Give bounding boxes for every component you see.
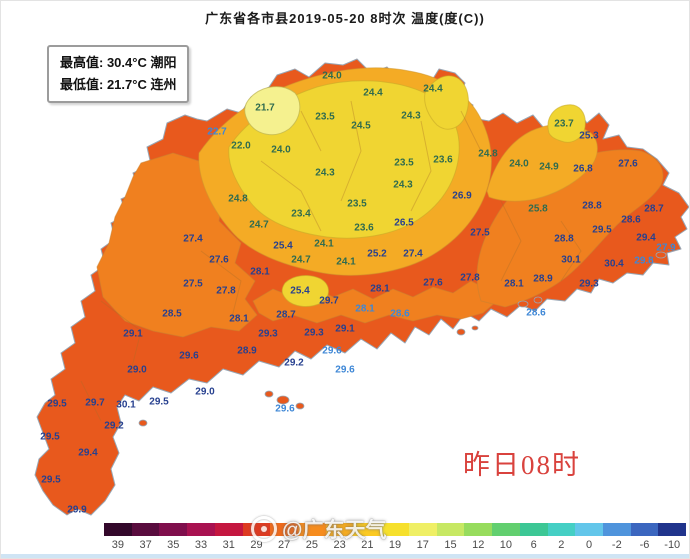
colorbar-tick: -2 <box>611 539 622 551</box>
colorbar-segment: 37 <box>131 523 160 551</box>
zone-23-east-patch <box>547 104 586 143</box>
colorbar-tick: -6 <box>639 539 650 551</box>
colorbar-tick: 19 <box>388 539 402 551</box>
colorbar-segment: 0 <box>575 523 603 551</box>
zone-23-delta-patch <box>281 275 329 307</box>
page-title: 广东省各市县2019-05-20 8时次 温度(度(C)) <box>205 11 485 26</box>
colorbar-segment: 6 <box>519 523 548 551</box>
colorbar-tick: 6 <box>530 539 537 551</box>
colorbar-tick: 35 <box>167 539 180 551</box>
watermark-text: @广东天气 <box>282 519 387 542</box>
minmax-legend-box: 最高值: 30.4°C 潮阳 最低值: 21.7°C 连州 <box>47 45 190 104</box>
colorbar-segment: 27 <box>270 523 299 551</box>
colorbar-tick: 25 <box>305 539 319 551</box>
colorbar-tick: 29 <box>250 539 263 551</box>
colorbar-segment: 15 <box>436 523 465 551</box>
weibo-eye-icon <box>251 516 277 542</box>
colorbar-tick: 37 <box>139 539 152 551</box>
zone-23-northeast <box>424 75 469 130</box>
colorbar-segment: -6 <box>630 523 659 551</box>
colorbar-segment: -2 <box>602 523 631 551</box>
zone-25-east <box>486 123 598 202</box>
colorbar-tick: 17 <box>416 539 429 551</box>
islands <box>138 251 667 427</box>
yesterday-08h-label: 昨日08时 <box>463 450 581 480</box>
colorbar-segment: 35 <box>159 523 188 551</box>
colorbar-segment: 21 <box>353 523 382 551</box>
colorbar-tick: 10 <box>499 539 513 551</box>
colorbar-tick: 21 <box>361 539 374 551</box>
colorbar-tick: 12 <box>472 539 485 551</box>
colorbar-segment: 2 <box>547 523 576 551</box>
colorbar-tick: 15 <box>444 539 457 551</box>
colorbar-tick: 2 <box>558 539 565 551</box>
min-value-line: 最低值: 21.7°C 连州 <box>60 77 177 93</box>
colorbar-segment: -10 <box>658 523 687 551</box>
colorbar-tick: 33 <box>194 539 208 551</box>
colorbar-segment: 12 <box>464 523 493 551</box>
colorbar-tick: 31 <box>222 539 235 551</box>
colorbar-tick: -10 <box>664 539 681 551</box>
colorbar-segment: 17 <box>408 523 437 551</box>
colorbar-segment: 23 <box>325 523 354 551</box>
county-borders <box>80 100 582 422</box>
colorbar-tick: 39 <box>111 539 124 551</box>
colorbar-segment: 19 <box>381 523 409 551</box>
zone-21-lianzhou <box>244 86 301 136</box>
colorbar-segment: 25 <box>298 523 326 551</box>
colorbar-tick: 27 <box>278 539 291 551</box>
colorbar-segment: 39 <box>104 523 132 551</box>
colorbar-segment: 31 <box>214 523 243 551</box>
bottom-sea-strip <box>1 554 689 558</box>
watermark: @广东天气 <box>251 514 386 544</box>
colorbar-segment: 33 <box>187 523 215 551</box>
colorbar-segment: 10 <box>492 523 520 551</box>
colorbar: 39 37 35 33 31 29 27 25 23 21 19 17 15 12 10 6 2 0 -2 -6 -10 <box>104 523 687 551</box>
colorbar-tick: 23 <box>333 539 346 551</box>
max-value-line: 最高值: 30.4°C 潮阳 <box>60 55 177 70</box>
colorbar-tick: 0 <box>586 539 593 551</box>
